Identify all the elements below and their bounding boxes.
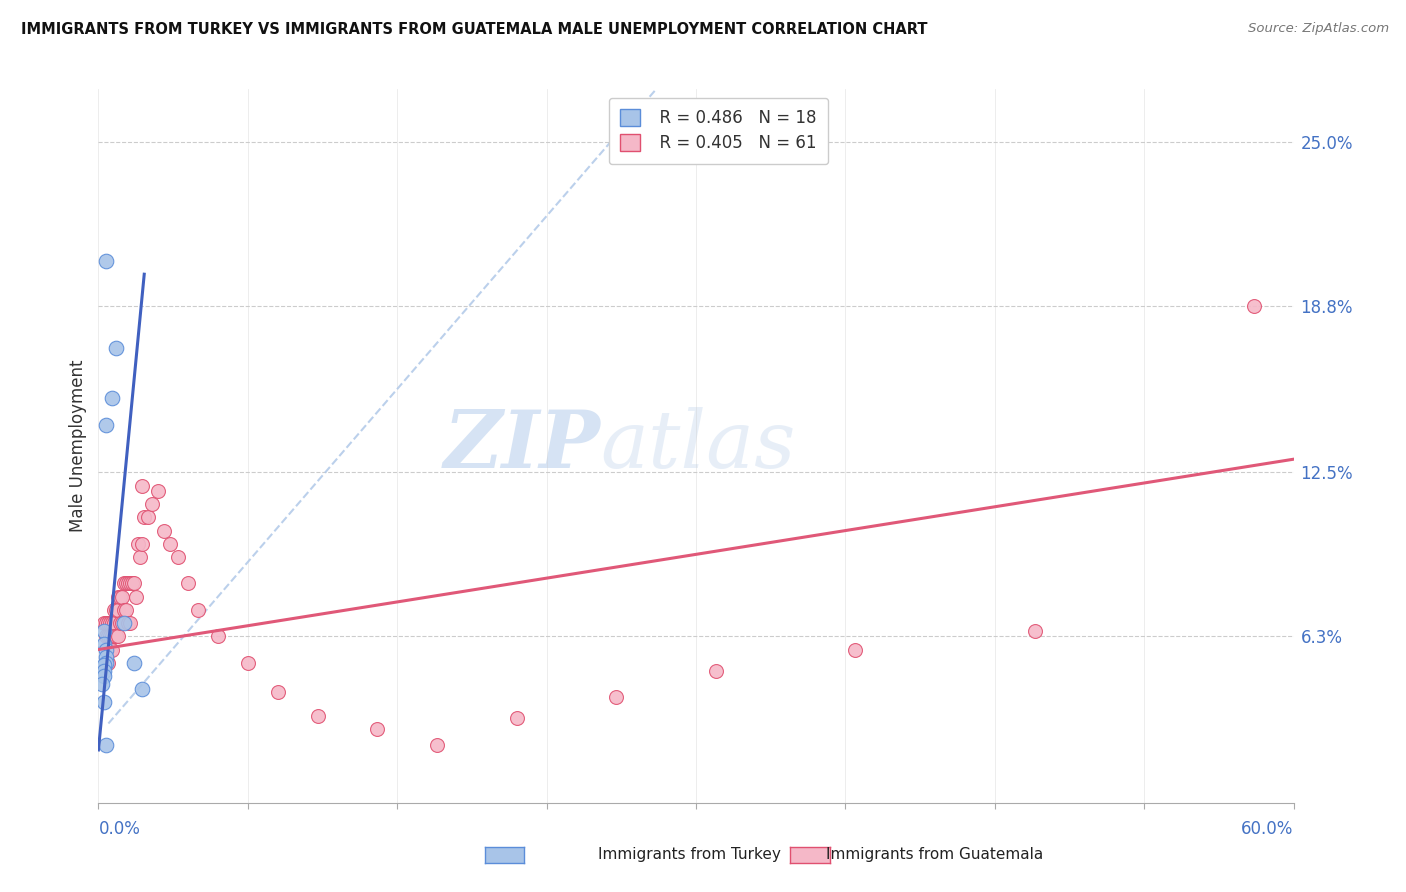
- Point: [91, 677, 114, 691]
- Point: [100, 642, 122, 657]
- Point: [101, 616, 124, 631]
- Point: [112, 603, 135, 617]
- Point: [111, 590, 134, 604]
- Point: [704, 664, 727, 678]
- Text: 0.0%: 0.0%: [98, 820, 141, 838]
- Point: [187, 603, 209, 617]
- Point: [103, 616, 125, 631]
- Point: [267, 685, 290, 699]
- Point: [124, 656, 146, 670]
- Point: [101, 642, 124, 657]
- Point: [506, 711, 529, 725]
- Point: [93, 616, 115, 631]
- Point: [207, 629, 229, 643]
- Point: [96, 417, 118, 432]
- Point: [115, 603, 138, 617]
- Y-axis label: Male Unemployment: Male Unemployment: [69, 359, 87, 533]
- Point: [366, 722, 388, 736]
- Point: [131, 682, 153, 697]
- Point: [93, 669, 115, 683]
- Text: atlas: atlas: [600, 408, 796, 484]
- Point: [1024, 624, 1046, 638]
- Point: [125, 590, 148, 604]
- Point: [93, 695, 115, 709]
- Point: [93, 664, 115, 678]
- Point: [96, 656, 118, 670]
- Point: [93, 624, 115, 638]
- Point: [107, 603, 129, 617]
- Point: [141, 497, 163, 511]
- Point: [117, 576, 139, 591]
- Point: [93, 637, 115, 651]
- Point: [100, 629, 122, 643]
- Point: [124, 576, 146, 591]
- Point: [97, 642, 120, 657]
- Point: [117, 616, 139, 631]
- Point: [844, 642, 866, 657]
- Point: [426, 738, 449, 752]
- Point: [136, 510, 159, 524]
- Point: [148, 483, 170, 498]
- Point: [101, 629, 124, 643]
- Point: [1243, 299, 1265, 313]
- Point: [605, 690, 627, 704]
- Point: [120, 616, 142, 631]
- Text: Immigrants from Guatemala: Immigrants from Guatemala: [827, 847, 1043, 862]
- Point: [96, 629, 118, 643]
- Point: [236, 656, 259, 670]
- Point: [111, 616, 134, 631]
- Point: [101, 392, 124, 406]
- Point: [96, 642, 118, 657]
- Text: ZIP: ZIP: [443, 408, 600, 484]
- Point: [105, 603, 128, 617]
- Point: [120, 576, 142, 591]
- Point: [93, 658, 115, 673]
- Point: [103, 603, 125, 617]
- Point: [134, 510, 156, 524]
- Point: [96, 738, 118, 752]
- Point: [131, 537, 153, 551]
- Text: IMMIGRANTS FROM TURKEY VS IMMIGRANTS FROM GUATEMALA MALE UNEMPLOYMENT CORRELATIO: IMMIGRANTS FROM TURKEY VS IMMIGRANTS FRO…: [21, 22, 928, 37]
- Legend:   R = 0.486   N = 18,   R = 0.405   N = 61: R = 0.486 N = 18, R = 0.405 N = 61: [609, 97, 828, 164]
- Point: [97, 656, 120, 670]
- Point: [96, 616, 118, 631]
- Point: [121, 576, 143, 591]
- Point: [105, 341, 128, 355]
- Point: [167, 549, 190, 564]
- Point: [107, 629, 129, 643]
- Point: [177, 576, 200, 591]
- Text: Immigrants from Turkey: Immigrants from Turkey: [598, 847, 780, 862]
- Point: [115, 576, 138, 591]
- Point: [105, 629, 128, 643]
- Point: [159, 537, 181, 551]
- Point: [103, 629, 125, 643]
- Point: [307, 708, 329, 723]
- Point: [110, 616, 132, 631]
- Text: 60.0%: 60.0%: [1241, 820, 1294, 838]
- Point: [110, 590, 132, 604]
- Point: [153, 524, 176, 538]
- Point: [97, 616, 120, 631]
- Text: Source: ZipAtlas.com: Source: ZipAtlas.com: [1249, 22, 1389, 36]
- Point: [131, 478, 153, 492]
- Point: [127, 537, 149, 551]
- Point: [100, 616, 122, 631]
- Point: [129, 549, 152, 564]
- Point: [107, 590, 129, 604]
- Point: [97, 629, 120, 643]
- Point: [112, 576, 135, 591]
- Point: [112, 616, 135, 631]
- Point: [96, 254, 118, 268]
- Point: [96, 650, 118, 665]
